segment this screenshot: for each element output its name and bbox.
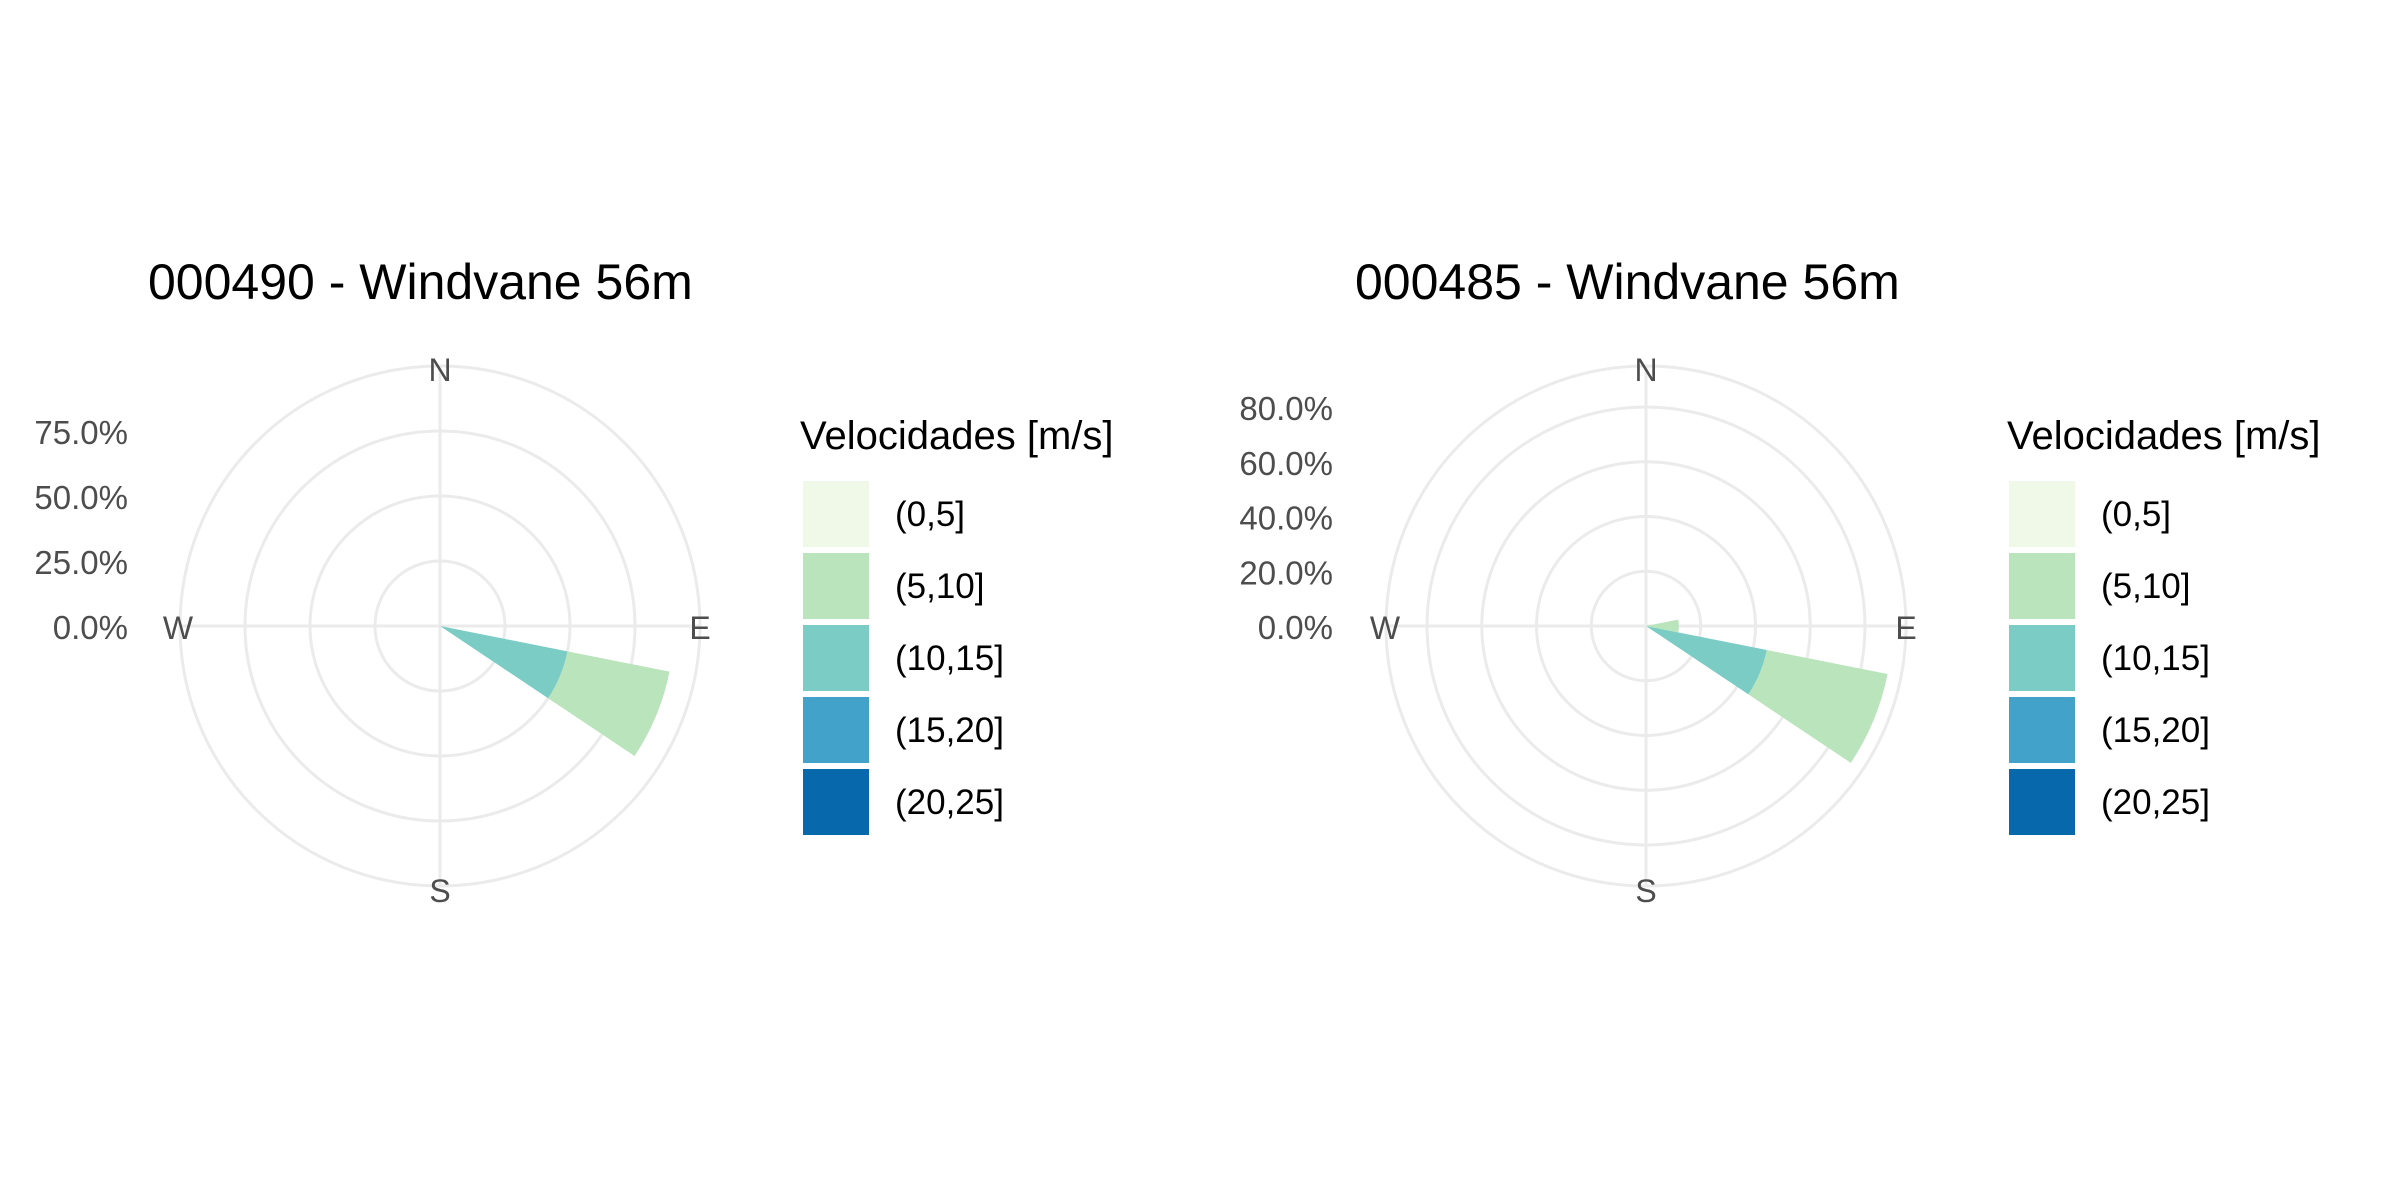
radial-tick-label: 80.0% [1239,390,1333,427]
radial-tick-label: 75.0% [34,414,128,451]
polar-grid [178,364,702,888]
radial-tick-labels: 0.0% 25.0% 50.0% 75.0% [34,414,128,646]
wind-sector-5-10 [548,651,670,757]
compass-label-w: W [163,610,194,646]
compass-label-n: N [428,352,451,388]
legend: Velocidades [m/s] (0,5] (5,10] (10,15] (15,… [800,414,1114,835]
wind-rose-panel-000485: 000485 - Windvane 56m N E S W 0.0% 20.0% 4… [1239,254,2320,909]
legend: Velocidades [m/s] (0,5] (5,10] (10,15] (15,… [2007,414,2321,835]
compass-labels: N E S W [163,352,711,909]
legend-label: (10,15] [895,639,1004,678]
legend-swatch [803,481,869,547]
legend-swatch [2009,553,2075,619]
wind-rose-panel-000490: 000490 - Windvane 56m N E S W 0.0% 25.0% 5… [34,254,1113,909]
radial-tick-label: 60.0% [1239,445,1333,482]
wind-sectors [1646,619,1888,763]
chart-title: 000490 - Windvane 56m [148,254,693,310]
radial-tick-label: 0.0% [1258,609,1333,646]
legend-label: (10,15] [2101,639,2210,678]
legend-swatch [803,769,869,835]
wind-sector-10-15 [1646,626,1767,695]
compass-label-e: E [689,610,710,646]
legend-items: (0,5] (5,10] (10,15] (15,20] (20,25] [803,481,1004,835]
compass-label-e: E [1895,610,1916,646]
radial-tick-labels: 0.0% 20.0% 40.0% 60.0% 80.0% [1239,390,1333,646]
compass-labels: N E S W [1370,352,1917,909]
radial-tick-label: 40.0% [1239,500,1333,537]
legend-swatch [2009,625,2075,691]
legend-label: (15,20] [895,711,1004,750]
wind-sectors [440,626,670,757]
compass-label-s: S [1635,873,1656,909]
legend-label: (20,25] [2101,783,2210,822]
legend-swatch [2009,769,2075,835]
legend-title: Velocidades [m/s] [800,414,1114,458]
compass-label-s: S [429,873,450,909]
wind-sector-5-10 [1646,619,1679,633]
legend-label: (0,5] [2101,495,2171,534]
legend-swatch [2009,481,2075,547]
radial-tick-label: 0.0% [53,609,128,646]
radial-tick-label: 50.0% [34,479,128,516]
radial-tick-label: 20.0% [1239,554,1333,591]
radial-tick-label: 25.0% [34,544,128,581]
legend-title: Velocidades [m/s] [2007,414,2321,458]
legend-swatch [803,625,869,691]
legend-label: (15,20] [2101,711,2210,750]
legend-items: (0,5] (5,10] (10,15] (15,20] (20,25] [2009,481,2210,835]
legend-swatch [2009,697,2075,763]
legend-label: (5,10] [2101,567,2191,606]
wind-sector-5-10 [1748,650,1888,763]
compass-label-n: N [1634,352,1657,388]
legend-label: (5,10] [895,567,985,606]
legend-swatch [803,553,869,619]
wind-sector-10-15 [440,626,568,699]
legend-label: (20,25] [895,783,1004,822]
legend-label: (0,5] [895,495,965,534]
legend-swatch [803,697,869,763]
chart-title: 000485 - Windvane 56m [1355,254,1900,310]
compass-label-w: W [1370,610,1401,646]
